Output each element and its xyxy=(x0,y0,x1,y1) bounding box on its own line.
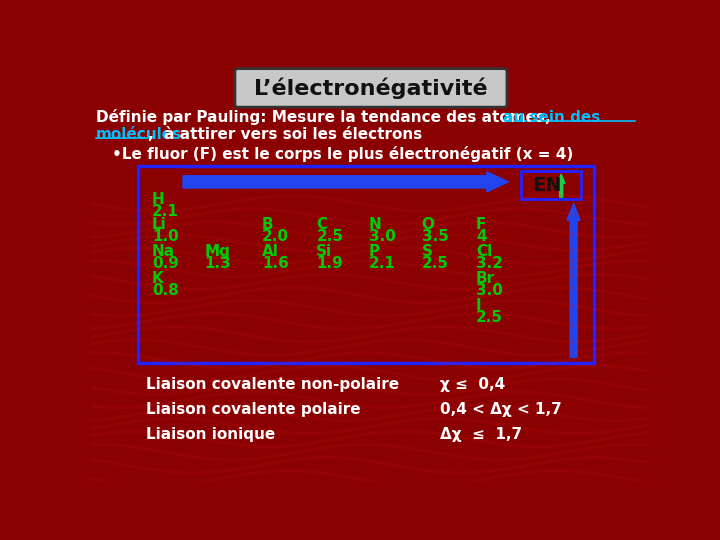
Text: 2.1: 2.1 xyxy=(369,256,396,271)
Text: au sein des: au sein des xyxy=(503,110,600,125)
Text: 0.8: 0.8 xyxy=(152,283,179,298)
Text: ,  à attirer vers soi les électrons: , à attirer vers soi les électrons xyxy=(148,126,423,141)
Text: B: B xyxy=(262,218,274,232)
FancyArrow shape xyxy=(567,204,580,357)
Text: Liaison covalente polaire: Liaison covalente polaire xyxy=(145,402,361,417)
FancyArrow shape xyxy=(183,172,508,192)
Text: Br: Br xyxy=(476,272,495,286)
Text: molécules: molécules xyxy=(96,126,182,141)
Text: 3.0: 3.0 xyxy=(369,229,396,244)
Text: Définie par Pauling: Mesure la tendance des atomes,: Définie par Pauling: Mesure la tendance … xyxy=(96,109,556,125)
Text: F: F xyxy=(476,218,486,232)
Text: 2.5: 2.5 xyxy=(316,229,343,244)
Text: 3.0: 3.0 xyxy=(476,283,503,298)
Text: •Le fluor (F) est le corps le plus électronégatif (x = 4): •Le fluor (F) est le corps le plus élect… xyxy=(112,146,573,162)
Text: P: P xyxy=(369,245,380,259)
Text: 0.9: 0.9 xyxy=(152,256,179,271)
Text: N: N xyxy=(369,218,382,232)
Text: Li: Li xyxy=(152,218,167,232)
Text: EN: EN xyxy=(532,176,562,195)
Text: H: H xyxy=(152,192,165,207)
Text: I: I xyxy=(476,298,482,313)
Text: Mg: Mg xyxy=(204,245,230,259)
Text: C: C xyxy=(316,218,328,232)
Text: L’électronégativité: L’électronégativité xyxy=(253,77,487,99)
Text: 3.5: 3.5 xyxy=(422,229,449,244)
Text: 0,4 < Δχ < 1,7: 0,4 < Δχ < 1,7 xyxy=(441,402,562,417)
Text: 2.0: 2.0 xyxy=(262,229,289,244)
Text: 2.1: 2.1 xyxy=(152,204,179,219)
FancyBboxPatch shape xyxy=(235,69,507,107)
Text: 1.9: 1.9 xyxy=(316,256,343,271)
FancyArrow shape xyxy=(557,174,565,197)
Text: Cl: Cl xyxy=(476,245,492,259)
Text: K: K xyxy=(152,272,163,286)
Text: 1.0: 1.0 xyxy=(152,229,179,244)
Text: O: O xyxy=(422,218,435,232)
Text: 3.2: 3.2 xyxy=(476,256,503,271)
Text: Δχ  ≤  1,7: Δχ ≤ 1,7 xyxy=(441,427,523,442)
Text: Si: Si xyxy=(316,245,333,259)
Text: 2.5: 2.5 xyxy=(422,256,449,271)
Text: Liaison ionique: Liaison ionique xyxy=(145,427,275,442)
Text: Na: Na xyxy=(152,245,175,259)
Text: S: S xyxy=(422,245,433,259)
Text: Al: Al xyxy=(262,245,279,259)
Text: 1.6: 1.6 xyxy=(262,256,289,271)
Text: Liaison covalente non-polaire: Liaison covalente non-polaire xyxy=(145,377,399,392)
Text: χ ≤  0,4: χ ≤ 0,4 xyxy=(441,377,505,392)
Text: 4: 4 xyxy=(476,229,487,244)
Text: 2.5: 2.5 xyxy=(476,310,503,325)
Text: 1.3: 1.3 xyxy=(204,256,231,271)
